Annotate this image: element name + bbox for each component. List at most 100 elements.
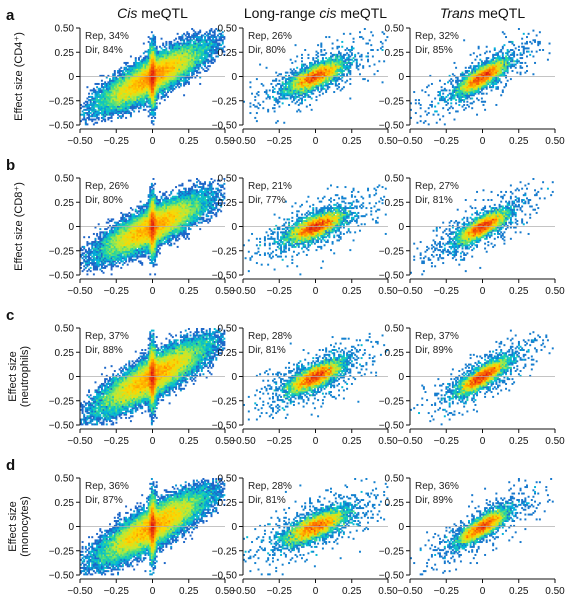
- density-cell: [109, 112, 111, 115]
- density-cell: [183, 82, 186, 85]
- density-cell: [455, 66, 458, 69]
- density-cell: [184, 49, 187, 51]
- density-cell: [170, 53, 173, 56]
- density-cell: [134, 87, 137, 90]
- density-cell: [113, 97, 116, 100]
- density-cell: [175, 45, 178, 48]
- density-cell: [131, 86, 134, 89]
- density-cell: [152, 36, 155, 39]
- density-cell: [284, 89, 287, 92]
- density-cell: [158, 87, 161, 90]
- density-cell: [315, 73, 318, 76]
- density-cell: [155, 242, 158, 245]
- density-cell: [472, 74, 475, 77]
- density-cell: [186, 70, 189, 72]
- density-cell: [141, 241, 144, 244]
- density-cell: [128, 74, 131, 77]
- density-cell: [330, 55, 332, 58]
- density-cell: [492, 78, 495, 81]
- density-cell: [89, 118, 92, 121]
- density-cell: [204, 40, 207, 43]
- density-cell: [117, 107, 120, 110]
- density-cell: [212, 47, 215, 50]
- density-cell: [149, 249, 152, 252]
- density-cell: [202, 34, 205, 37]
- density-cell: [178, 44, 181, 47]
- density-cell: [297, 86, 300, 89]
- density-cell: [92, 262, 95, 265]
- density-cell: [210, 55, 213, 58]
- density-cell: [170, 63, 173, 66]
- density-cell: [150, 81, 153, 84]
- density-cell: [360, 58, 363, 61]
- density-cell: [144, 239, 147, 242]
- density-cell: [530, 50, 533, 53]
- density-cell: [339, 71, 342, 74]
- density-cell: [158, 58, 161, 61]
- density-cell: [509, 40, 512, 43]
- density-cell: [107, 94, 110, 97]
- density-cell: [128, 95, 131, 98]
- density-cell: [100, 120, 103, 123]
- density-cell: [466, 71, 469, 74]
- density-cell: [186, 236, 189, 239]
- density-cell: [304, 78, 307, 81]
- density-cell: [149, 63, 152, 66]
- density-cell: [207, 34, 210, 37]
- density-cell: [150, 68, 153, 71]
- density-cell: [94, 252, 97, 255]
- density-cell: [149, 52, 152, 55]
- density-cell: [139, 250, 142, 253]
- density-cell: [330, 71, 332, 74]
- density-cell: [472, 92, 475, 95]
- density-cell: [175, 82, 178, 85]
- density-cell: [171, 53, 174, 56]
- density-cell: [187, 57, 190, 60]
- density-cell: [104, 237, 107, 240]
- density-cell: [249, 86, 252, 89]
- density-cell: [131, 234, 134, 237]
- density-cell: [109, 255, 111, 258]
- density-cell: [128, 112, 131, 115]
- density-cell: [129, 236, 132, 239]
- density-cell: [102, 74, 105, 77]
- density-cell: [158, 236, 161, 239]
- density-cell: [94, 121, 97, 124]
- density-cell: [492, 84, 495, 87]
- density-cell: [138, 239, 140, 242]
- density-cell: [477, 91, 480, 94]
- density-cell: [447, 108, 450, 111]
- density-cell: [157, 58, 160, 61]
- density-cell: [133, 65, 136, 68]
- x-tick-label: 0: [313, 136, 319, 147]
- density-cell: [487, 76, 490, 79]
- density-cell: [104, 260, 107, 263]
- density-cell: [323, 84, 326, 87]
- density-cell: [142, 68, 145, 71]
- density-cell: [155, 92, 158, 95]
- density-cell: [152, 241, 155, 244]
- density-cell: [134, 68, 137, 71]
- density-cell: [121, 241, 124, 244]
- density-cell: [131, 81, 134, 84]
- density-cell: [197, 47, 200, 50]
- density-cell: [194, 49, 197, 51]
- density-cell: [113, 241, 116, 244]
- density-cell: [204, 47, 207, 50]
- density-cell: [255, 105, 258, 108]
- density-cell: [495, 60, 498, 63]
- density-cell: [146, 82, 149, 85]
- density-cell: [320, 60, 323, 63]
- density-cell: [312, 63, 315, 66]
- density-cell: [157, 66, 160, 69]
- density-cell: [178, 76, 181, 79]
- density-cell: [117, 257, 120, 260]
- density-cell: [334, 65, 337, 68]
- density-cell: [463, 89, 466, 92]
- density-cell: [144, 247, 147, 250]
- density-cell: [107, 252, 110, 255]
- density-cell: [112, 76, 115, 79]
- density-cell: [509, 58, 512, 61]
- density-cell: [205, 44, 208, 47]
- density-cell: [183, 68, 186, 71]
